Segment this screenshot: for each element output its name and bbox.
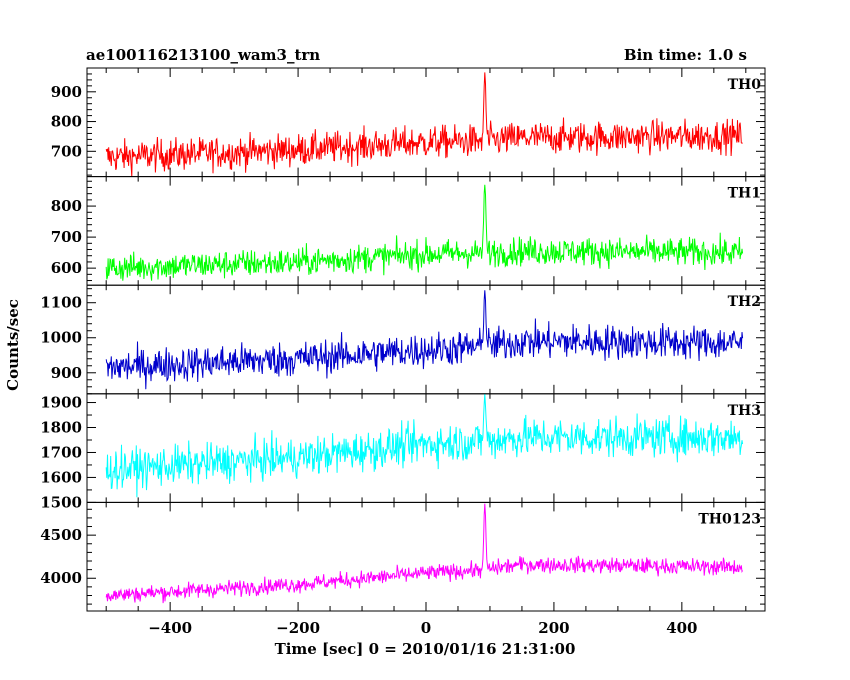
y-tick-label: 800 <box>51 113 82 131</box>
y-axis-title: Counts/sec <box>4 299 22 391</box>
y-tick-label: 1000 <box>40 329 82 347</box>
panel-frame <box>86 67 766 178</box>
panel-th3: 1500 1600 1700 1800 1900 TH3 <box>40 393 766 511</box>
series-th2-line <box>105 290 744 390</box>
panel-th0123: 4000 4500 TH0123 <box>40 501 766 612</box>
y-tick-label: 1100 <box>40 294 82 312</box>
y-tick-label: 1500 <box>40 493 82 511</box>
x-axis-title: Time [sec] 0 = 2010/01/16 21:31:00 <box>275 640 576 658</box>
chart-title: ae100116213100_wam3_trn <box>86 46 320 64</box>
panel-frame <box>86 501 766 612</box>
panels-group: 700 800 900 TH0 600 700 800 TH1 900 1000 1100 TH2 15… <box>40 67 766 612</box>
y-tick-label: 4500 <box>40 526 82 544</box>
bin-time-label: Bin time: 1.0 s <box>624 46 747 64</box>
panel-th1: 600 700 800 TH1 <box>51 176 766 286</box>
panel-label: TH0123 <box>698 511 761 527</box>
x-tick-label: −200 <box>276 619 320 637</box>
panel-th0: 700 800 900 TH0 <box>51 67 766 178</box>
y-tick-label: 1700 <box>40 443 82 461</box>
panel-frame <box>86 176 766 286</box>
y-tick-label: 4000 <box>40 569 82 587</box>
y-tick-label: 900 <box>51 364 82 382</box>
panel-label: TH2 <box>728 294 761 310</box>
panel-th2: 900 1000 1100 TH2 <box>40 284 766 395</box>
series-th0-line <box>105 72 743 177</box>
y-tick-label: 1900 <box>40 394 82 412</box>
x-tick-label: −400 <box>148 619 192 637</box>
y-tick-label: 1600 <box>40 468 82 486</box>
x-tick-label: 400 <box>666 619 697 637</box>
x-axis: −400 −200 0 200 400 <box>148 619 697 637</box>
series-th0123-line <box>105 503 744 604</box>
series-th3-line <box>105 393 744 498</box>
panel-label: TH0 <box>728 77 762 93</box>
y-tick-label: 1800 <box>40 419 82 437</box>
y-tick-label: 800 <box>51 197 82 215</box>
y-tick-label: 700 <box>51 142 82 160</box>
y-tick-label: 600 <box>51 259 82 277</box>
panel-label: TH1 <box>728 186 761 202</box>
y-tick-label: 900 <box>51 83 82 101</box>
x-tick-label: 200 <box>538 619 569 637</box>
y-tick-label: 700 <box>51 228 82 246</box>
x-tick-label: 0 <box>421 619 431 637</box>
series-th1-line <box>105 184 744 281</box>
panel-label: TH3 <box>728 403 761 419</box>
